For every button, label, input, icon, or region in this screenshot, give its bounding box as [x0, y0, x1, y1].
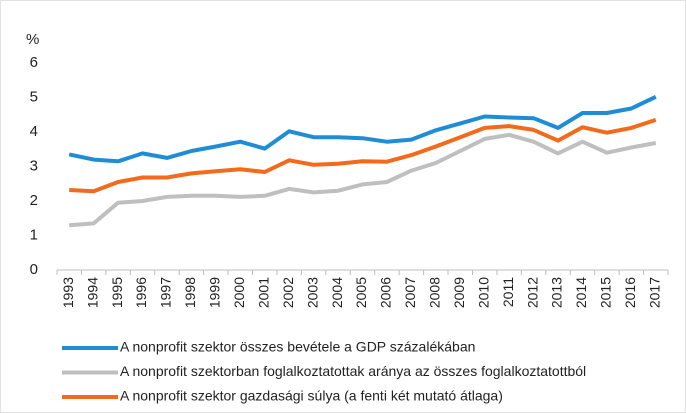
x-tick-label: 1999 — [207, 277, 223, 308]
y-tick-label: 2 — [30, 192, 38, 209]
x-tick-label: 2016 — [622, 277, 638, 308]
legend-label: A nonprofit szektor gazdasági súlya (a f… — [120, 388, 503, 404]
legend-label: A nonprofit szektorban foglalkoztatottak… — [120, 363, 586, 379]
x-tick-label: 2001 — [255, 277, 271, 308]
x-tick-label: 1996 — [133, 277, 149, 308]
x-tick-label: 2002 — [280, 277, 296, 308]
x-tick-label: 2009 — [451, 277, 467, 308]
series-line — [69, 117, 657, 194]
y-tick-label: 4 — [30, 123, 38, 140]
series-line — [69, 132, 657, 228]
legend-label: A nonprofit szektor összes bevétele a GD… — [120, 339, 475, 355]
x-tick-label: 1994 — [84, 277, 100, 308]
x-tick-label: 2003 — [304, 277, 320, 308]
y-tick-label: 1 — [30, 226, 38, 243]
x-tick-label: 2007 — [402, 277, 418, 308]
series-line — [68, 94, 657, 164]
y-tick-label: 3 — [30, 157, 38, 174]
x-tick-label: 2008 — [427, 277, 443, 308]
x-tick-label: 2006 — [378, 277, 394, 308]
y-tick-label: 5 — [30, 88, 38, 105]
x-tick-label: 2005 — [353, 277, 369, 308]
x-tick-label: 2000 — [231, 277, 247, 308]
x-tick-label: 1997 — [158, 277, 174, 308]
x-tick-label: 2010 — [475, 277, 491, 308]
x-tick-label: 2015 — [598, 277, 614, 308]
x-tick-label: 1993 — [60, 277, 76, 308]
y-tick-label: 6 — [30, 54, 38, 71]
x-tick-label: 2012 — [524, 277, 540, 308]
y-axis-label: % — [26, 31, 39, 48]
x-tick-label: 2004 — [329, 277, 345, 308]
x-tick-label: 2014 — [573, 277, 589, 308]
x-tick-label: 1998 — [182, 277, 198, 308]
x-tick-label: 2013 — [549, 277, 565, 308]
x-tick-label: 1995 — [109, 277, 125, 308]
x-tick-label: 2017 — [646, 277, 662, 308]
y-tick-label: 0 — [30, 261, 38, 278]
x-tick-label: 2011 — [500, 277, 516, 307]
